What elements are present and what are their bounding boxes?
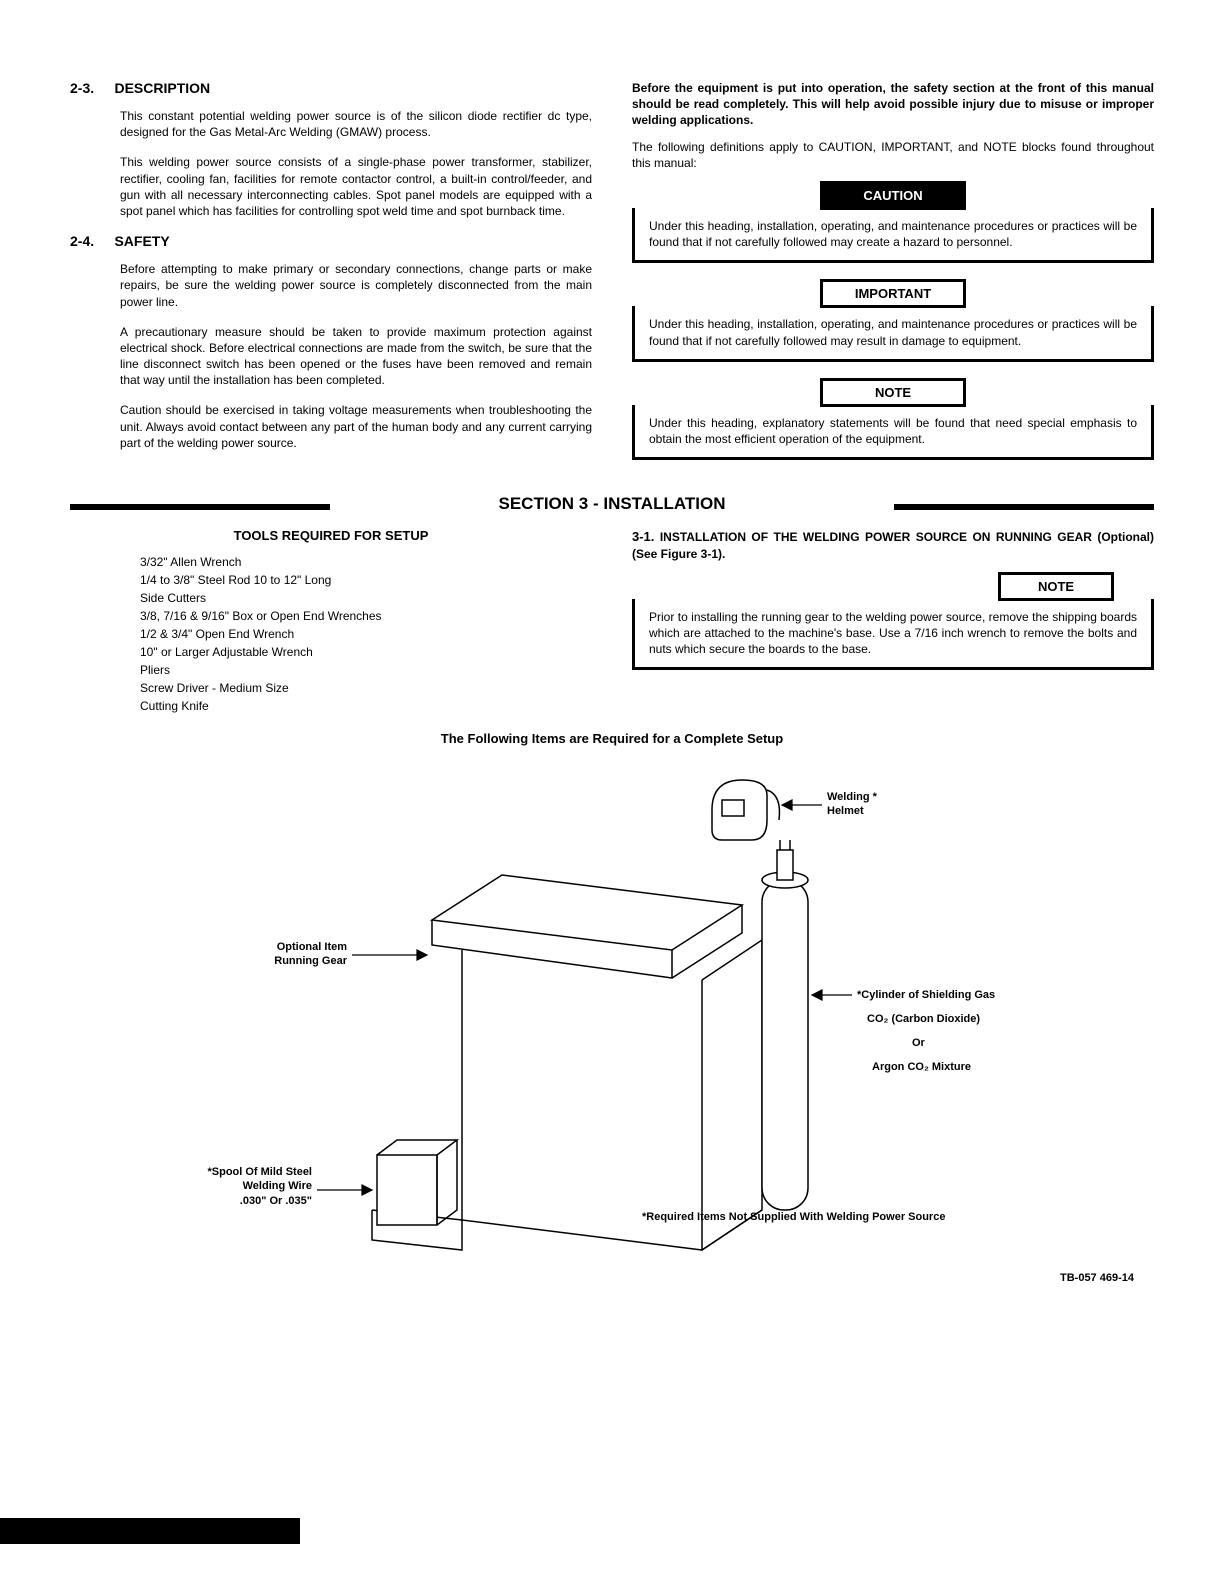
tool-item: 10" or Larger Adjustable Wrench — [140, 643, 592, 661]
section-2-3-para2: This welding power source consists of a … — [120, 154, 592, 219]
label-spool: *Spool Of Mild Steel Welding Wire .030" … — [187, 1165, 312, 1208]
tool-item: 1/2 & 3/4" Open End Wrench — [140, 625, 592, 643]
section-3-title: SECTION 3 - INSTALLATION — [493, 494, 732, 514]
footer-code: TB-057 469-14 — [1060, 1272, 1134, 1284]
label-running-gear: Optional Item Running Gear — [252, 940, 347, 969]
section-2-4-para3: Caution should be exercised in taking vo… — [120, 402, 592, 451]
section-2-4-para1: Before attempting to make primary or sec… — [120, 261, 592, 310]
tool-item: 1/4 to 3/8" Steel Rod 10 to 12" Long — [140, 571, 592, 589]
section-2-3-number: 2-3. — [70, 80, 110, 96]
top-columns: 2-3. DESCRIPTION This constant potential… — [70, 80, 1154, 476]
section-2-4-number: 2-4. — [70, 233, 110, 249]
tool-item: Screw Driver - Medium Size — [140, 679, 592, 697]
section-3-1-heading: 3-1. INSTALLATION OF THE WELDING POWER S… — [632, 528, 1154, 562]
section-2-4-heading: 2-4. SAFETY — [70, 233, 592, 251]
label-helmet: Welding * Helmet — [827, 790, 877, 819]
section-3-1-column: 3-1. INSTALLATION OF THE WELDING POWER S… — [632, 528, 1154, 715]
caution-label: CAUTION — [820, 181, 966, 210]
section-2-4-para2: A precautionary measure should be taken … — [120, 324, 592, 389]
safety-intro-1: Before the equipment is put into operati… — [632, 80, 1154, 129]
tool-item: Pliers — [140, 661, 592, 679]
important-label: IMPORTANT — [820, 279, 966, 308]
note-box: Under this heading, explanatory statemen… — [632, 405, 1154, 460]
tool-item: 3/8, 7/16 & 9/16" Box or Open End Wrench… — [140, 607, 592, 625]
section-3-1-number: 3-1. — [632, 529, 654, 544]
note-box-3-1: Prior to installing the running gear to … — [632, 599, 1154, 671]
setup-title: The Following Items are Required for a C… — [70, 731, 1154, 746]
tool-item: Side Cutters — [140, 589, 592, 607]
label-cylinder-3: Or — [912, 1036, 925, 1050]
footer-black-bar — [0, 1518, 300, 1544]
label-cylinder-1: *Cylinder of Shielding Gas — [857, 988, 995, 1002]
safety-intro-2: The following definitions apply to CAUTI… — [632, 139, 1154, 171]
diagram-svg — [202, 750, 1022, 1270]
note-label: NOTE — [820, 378, 966, 407]
section-3-columns: TOOLS REQUIRED FOR SETUP 3/32" Allen Wre… — [70, 528, 1154, 715]
important-box: Under this heading, installation, operat… — [632, 306, 1154, 361]
tool-item: Cutting Knife — [140, 697, 592, 715]
section-2-3-title: DESCRIPTION — [114, 80, 210, 96]
note-label-3-1: NOTE — [998, 572, 1114, 601]
section-3-1-title: INSTALLATION OF THE WELDING POWER SOURCE… — [632, 530, 1154, 561]
section-2-4-title: SAFETY — [114, 233, 169, 249]
setup-diagram: Welding * Helmet Optional Item Running G… — [202, 750, 1022, 1270]
divider-line-left — [70, 504, 330, 510]
tool-item: 3/32" Allen Wrench — [140, 553, 592, 571]
label-cylinder-2: CO₂ (Carbon Dioxide) — [867, 1012, 980, 1026]
section-3-divider: SECTION 3 - INSTALLATION — [70, 494, 1154, 514]
label-cylinder-4: Argon CO₂ Mixture — [872, 1060, 971, 1074]
right-column: Before the equipment is put into operati… — [632, 80, 1154, 476]
section-2-3-heading: 2-3. DESCRIPTION — [70, 80, 592, 98]
tools-title: TOOLS REQUIRED FOR SETUP — [70, 528, 592, 543]
section-2-3-para1: This constant potential welding power so… — [120, 108, 592, 140]
manual-page: 2-3. DESCRIPTION This constant potential… — [0, 0, 1224, 1584]
label-required-note: *Required Items Not Supplied With Weldin… — [642, 1210, 945, 1224]
caution-box: Under this heading, installation, operat… — [632, 208, 1154, 263]
tools-column: TOOLS REQUIRED FOR SETUP 3/32" Allen Wre… — [70, 528, 592, 715]
divider-line-right — [894, 504, 1154, 510]
left-column: 2-3. DESCRIPTION This constant potential… — [70, 80, 592, 476]
tools-list: 3/32" Allen Wrench 1/4 to 3/8" Steel Rod… — [140, 553, 592, 715]
